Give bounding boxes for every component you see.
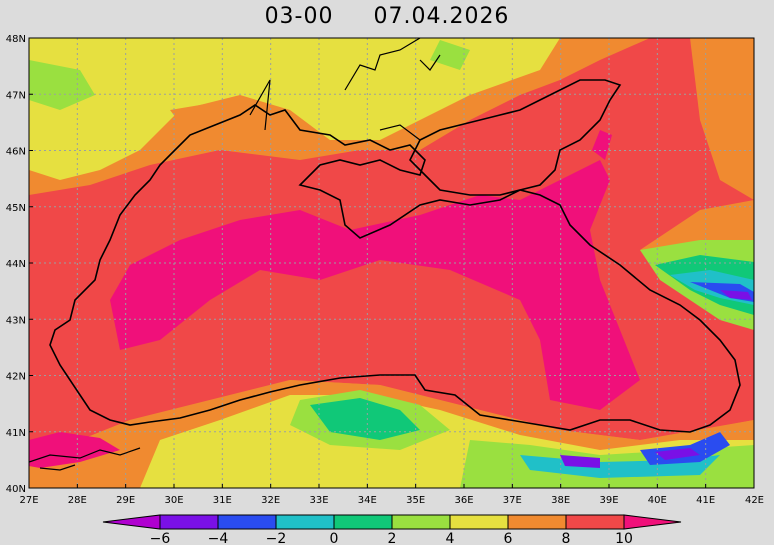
lat-label: 44N	[6, 259, 26, 270]
rivers-and-inlets	[249, 38, 441, 141]
map-plot-area	[29, 38, 754, 488]
colorbar-label: −4	[208, 531, 229, 545]
title-time: 03-00	[264, 4, 334, 29]
field-orange-nw	[170, 100, 300, 165]
colorbar-label: −2	[266, 531, 287, 545]
field-green2-south	[310, 398, 420, 440]
colorbar-swatch	[449, 514, 509, 530]
lat-label: 40N	[6, 484, 26, 495]
field-magenta-ne	[592, 130, 612, 160]
gridlines	[29, 38, 754, 488]
field-purple-se	[720, 290, 752, 300]
field-green-n	[430, 40, 470, 70]
longitude-labels: 27E 28E 29E 30E 31E 32E 33E 34E 35E 36E 37E 38E 39E 4…	[19, 484, 764, 506]
colorbar-swatch	[159, 514, 219, 530]
lon-label: 28E	[68, 495, 87, 506]
lat-label: 42N	[6, 372, 26, 383]
lat-label: 41N	[6, 428, 26, 439]
colorbar-swatch	[507, 514, 567, 530]
lon-label: 35E	[406, 495, 425, 506]
colorbar-swatch	[275, 514, 335, 530]
lon-label: 27E	[19, 495, 38, 506]
colorbar-swatch	[565, 514, 625, 530]
colorbar-low-arrow	[102, 514, 161, 530]
colorbar-label: 10	[615, 531, 633, 545]
colorbar-label: 0	[330, 531, 339, 545]
latitude-labels: 48N 47N 46N 45N 44N 43N 42N 41N 40N	[6, 34, 33, 495]
field-magenta-center	[110, 160, 640, 410]
lon-label: 31E	[213, 495, 232, 506]
colorbar-swatch	[333, 514, 393, 530]
lon-label: 29E	[116, 495, 135, 506]
lon-label: 32E	[261, 495, 280, 506]
lat-label: 43N	[6, 315, 26, 326]
lon-label: 37E	[503, 495, 522, 506]
lon-label: 34E	[358, 495, 377, 506]
lon-label: 30E	[164, 495, 183, 506]
map-title: 03-00 07.04.2026	[0, 4, 774, 29]
lat-label: 47N	[6, 90, 26, 101]
lat-label: 48N	[6, 34, 26, 45]
colorbar-swatch	[217, 514, 277, 530]
colorbar-label: −6	[150, 531, 171, 545]
colorbar-high-arrow	[623, 514, 682, 530]
lat-label: 46N	[6, 147, 26, 158]
lon-label: 38E	[551, 495, 570, 506]
marmara-coast	[29, 447, 141, 471]
field-magenta-marmara	[29, 432, 120, 468]
field-yellow-north	[29, 38, 560, 180]
lon-label: 39E	[599, 495, 618, 506]
lon-label: 40E	[648, 495, 667, 506]
lon-label: 36E	[454, 495, 473, 506]
lat-label: 45N	[6, 203, 26, 214]
lon-label: 41E	[696, 495, 715, 506]
colorbar-label: 4	[446, 531, 455, 545]
colorbar-label: 8	[562, 531, 571, 545]
colorbar-label: 2	[388, 531, 397, 545]
field-green-nw	[29, 60, 95, 110]
colorbar: −6 −4 −2 0 2 4 6 8 10	[102, 514, 682, 545]
black-sea-coastline	[49, 79, 741, 433]
colorbar-label: 6	[504, 531, 513, 545]
lon-label: 33E	[309, 495, 328, 506]
field-purple-south2	[655, 448, 700, 460]
colorbar-swatch	[391, 514, 451, 530]
title-date: 07.04.2026	[373, 4, 510, 29]
lon-label: 42E	[745, 495, 764, 506]
field-purple-south	[560, 455, 600, 468]
